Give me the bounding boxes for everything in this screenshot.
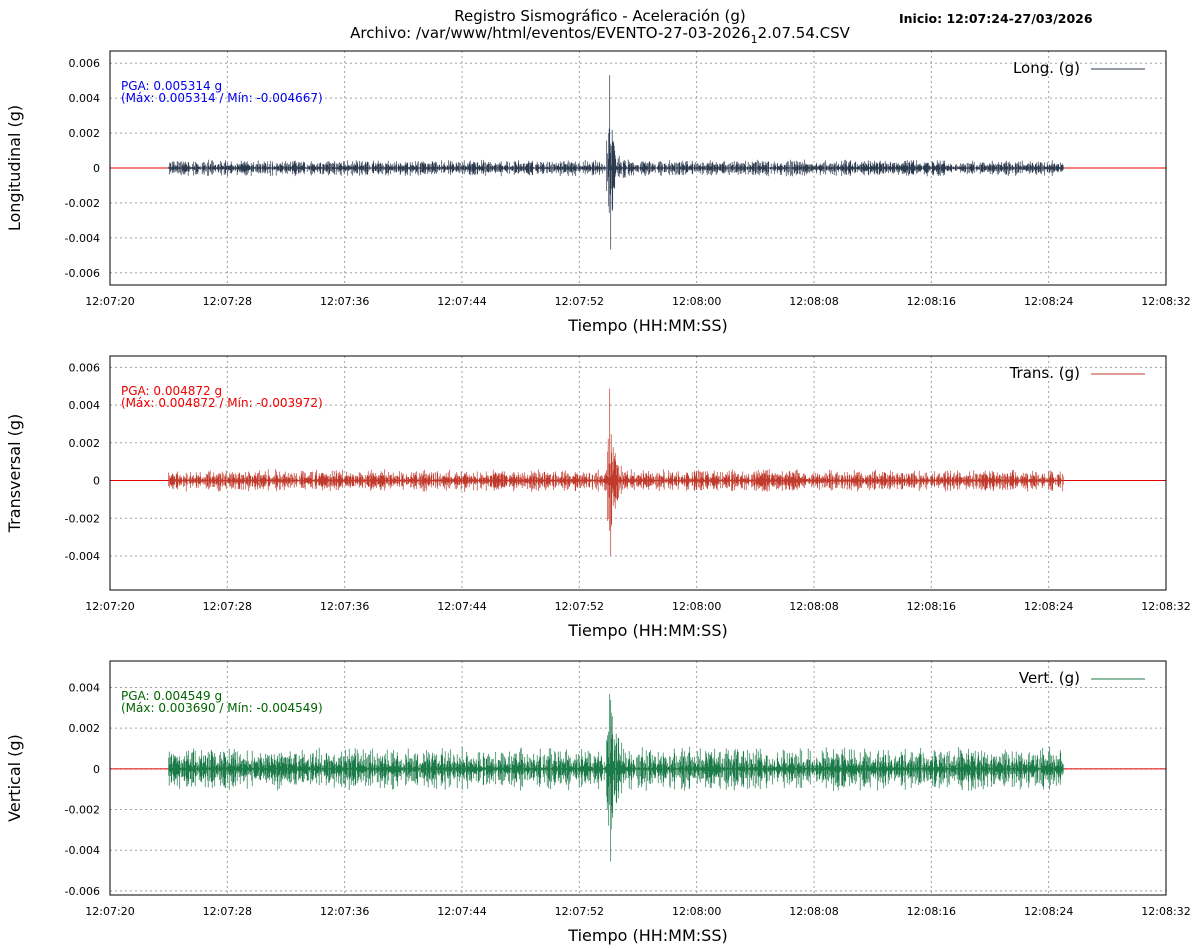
- y-tick-label: -0.002: [65, 804, 100, 817]
- x-tick-label: 12:07:52: [555, 905, 604, 918]
- pga-annotation: PGA: 0.004872 g: [121, 384, 222, 398]
- file-path-prefix: Archivo: /var/www/html/eventos/EVENTO-27…: [350, 24, 751, 42]
- waveform-trace: [168, 75, 1064, 250]
- y-tick-label: 0.002: [69, 437, 101, 450]
- max-min-annotation: (Máx: 0.003690 / Mín: -0.004549): [121, 701, 323, 715]
- plot-frame: [109, 660, 1167, 896]
- x-tick-label: 12:08:00: [672, 600, 721, 613]
- x-tick-label: 12:07:20: [85, 295, 134, 308]
- y-tick-label: 0.004: [69, 399, 101, 412]
- chart-legend: Vert. (g): [1019, 669, 1145, 687]
- y-tick-label: 0: [93, 763, 100, 776]
- x-tick-label: 12:08:24: [1024, 905, 1073, 918]
- y-tick-label: 0.002: [69, 127, 101, 140]
- waveform-trace: [168, 388, 1064, 556]
- x-tick-label: 12:08:00: [672, 295, 721, 308]
- x-tick-label: 12:08:08: [789, 905, 838, 918]
- x-axis-title: Tiempo (HH:MM:SS): [567, 926, 727, 945]
- x-tick-label: 12:08:16: [907, 905, 956, 918]
- y-tick-label: 0: [93, 475, 100, 488]
- x-tick-label: 12:08:24: [1024, 600, 1073, 613]
- x-tick-label: 12:08:08: [789, 295, 838, 308]
- chart-panel-3: 0.004 0.002 0 -0.002 -0.004 -0.006 12:07:20 12:…: [5, 660, 1191, 945]
- y-tick-label: 0: [93, 162, 100, 175]
- x-tick-label: 12:08:00: [672, 905, 721, 918]
- x-tick-label: 12:08:16: [907, 295, 956, 308]
- chart-panel-2: 0.006 0.004 0.002 0 -0.002 -0.004 12:07:20 12:0…: [5, 355, 1191, 640]
- x-axis-title: Tiempo (HH:MM:SS): [567, 316, 727, 335]
- start-time-label: Inicio: 12:07:24-27/03/2026: [899, 11, 1093, 26]
- y-tick-label: -0.006: [65, 885, 100, 898]
- x-tick-label: 12:07:28: [203, 295, 252, 308]
- file-path-title: Archivo: /var/www/html/eventos/EVENTO-27…: [350, 24, 851, 46]
- y-tick-label: 0.004: [69, 92, 101, 105]
- x-tick-label: 12:07:44: [437, 600, 486, 613]
- y-axis-title: Transversal (g): [5, 414, 24, 533]
- y-tick-label: -0.006: [65, 267, 100, 280]
- x-tick-label: 12:07:44: [437, 905, 486, 918]
- legend-label: Vert. (g): [1019, 669, 1080, 687]
- x-axis-title: Tiempo (HH:MM:SS): [567, 621, 727, 640]
- pga-annotation: PGA: 0.005314 g: [121, 79, 222, 93]
- y-tick-label: 0.002: [69, 722, 101, 735]
- plot-frame: [109, 355, 1167, 591]
- x-tick-label: 12:08:16: [907, 600, 956, 613]
- chart-legend: Trans. (g): [1009, 364, 1145, 382]
- x-tick-label: 12:08:08: [789, 600, 838, 613]
- y-tick-label: -0.004: [65, 844, 100, 857]
- y-tick-label: -0.004: [65, 232, 100, 245]
- chart-legend: Long. (g): [1013, 59, 1145, 77]
- y-axis-title: Vertical (g): [5, 734, 24, 822]
- x-tick-label: 12:07:28: [203, 905, 252, 918]
- pga-annotation: PGA: 0.004549 g: [121, 689, 222, 703]
- x-tick-label: 12:07:28: [203, 600, 252, 613]
- y-tick-label: 0.006: [69, 57, 101, 70]
- y-tick-label: 0.004: [69, 681, 101, 694]
- x-tick-label: 12:07:36: [320, 905, 369, 918]
- max-min-annotation: (Máx: 0.004872 / Mín: -0.003972): [121, 396, 323, 410]
- x-tick-label: 12:07:36: [320, 295, 369, 308]
- x-tick-label: 12:07:52: [555, 600, 604, 613]
- legend-label: Long. (g): [1013, 59, 1080, 77]
- x-tick-label: 12:07:20: [85, 600, 134, 613]
- x-tick-label: 12:08:32: [1141, 905, 1190, 918]
- chart-title: Registro Sismográfico - Aceleración (g): [454, 7, 745, 25]
- waveform-trace: [168, 693, 1064, 862]
- y-tick-label: -0.002: [65, 197, 100, 210]
- y-tick-label: -0.002: [65, 512, 100, 525]
- legend-label: Trans. (g): [1009, 364, 1080, 382]
- x-tick-label: 12:07:36: [320, 600, 369, 613]
- file-path-suffix: 2.07.54.CSV: [758, 24, 851, 42]
- x-tick-label: 12:07:52: [555, 295, 604, 308]
- y-tick-label: -0.004: [65, 550, 100, 563]
- chart-panel-1: 0.006 0.004 0.002 0 -0.002 -0.004 -0.006 12:07:…: [5, 50, 1191, 335]
- max-min-annotation: (Máx: 0.005314 / Mín: -0.004667): [121, 91, 323, 105]
- y-tick-label: 0.006: [69, 361, 101, 374]
- x-tick-label: 12:08:32: [1141, 295, 1190, 308]
- x-tick-label: 12:08:32: [1141, 600, 1190, 613]
- x-tick-label: 12:08:24: [1024, 295, 1073, 308]
- x-tick-label: 12:07:20: [85, 905, 134, 918]
- y-axis-title: Longitudinal (g): [5, 105, 24, 231]
- plot-frame: [109, 50, 1167, 286]
- file-path-subscript: 1: [751, 33, 758, 46]
- x-tick-label: 12:07:44: [437, 295, 486, 308]
